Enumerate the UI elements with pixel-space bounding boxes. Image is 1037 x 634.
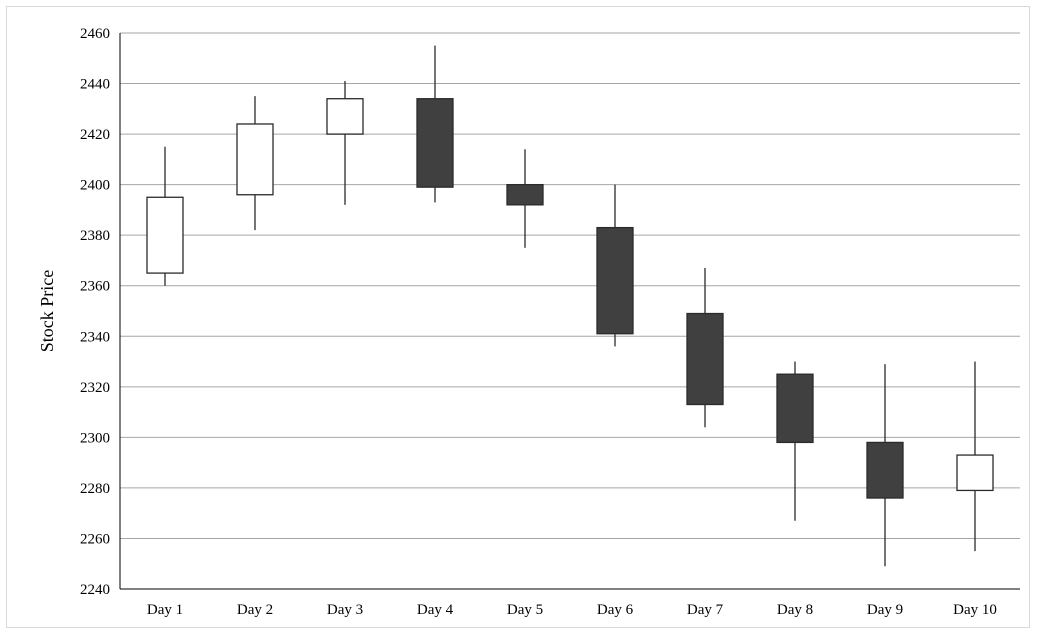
candles (146, 45, 994, 567)
candle-body-up (236, 123, 274, 196)
candle (776, 361, 814, 521)
x-tick-label: Day 9 (867, 602, 903, 618)
candle (146, 146, 184, 286)
candle-body-down (686, 312, 724, 406)
y-axis-title: Stock Price (37, 270, 57, 353)
candle (506, 149, 544, 248)
candle (866, 364, 904, 567)
y-tick-label: 2400 (80, 178, 110, 194)
x-tick-label: Day 4 (417, 602, 454, 618)
candle-body-down (416, 98, 454, 188)
x-tick-label: Day 2 (237, 602, 273, 618)
x-tick-label: Day 10 (953, 602, 997, 618)
x-tick-labels: Day 1 Day 2 Day 3 Day 4 Day 5 Day 6 Day 7 Day 8… (147, 602, 997, 618)
x-tick-label: Day 6 (597, 602, 634, 618)
candle (416, 45, 454, 203)
x-tick-label: Day 8 (777, 602, 813, 618)
x-tick-label: Day 7 (687, 602, 724, 618)
candle (686, 268, 724, 428)
candle-body-up (956, 454, 994, 492)
y-tick-labels: 2240 2260 2280 2300 2320 2340 2360 2380 2400 2420… (80, 26, 110, 598)
candle-body-down (776, 373, 814, 444)
candle-body-down (506, 183, 544, 206)
y-tick-label: 2360 (80, 279, 110, 295)
candle (596, 184, 634, 347)
y-tick-label: 2300 (80, 430, 110, 446)
y-tick-label: 2460 (80, 26, 110, 42)
candle (326, 81, 364, 205)
y-tick-label: 2420 (80, 127, 110, 143)
x-tick-label: Day 5 (507, 602, 543, 618)
y-tick-label: 2240 (80, 582, 110, 598)
y-tick-label: 2380 (80, 228, 110, 244)
x-tick-label: Day 1 (147, 602, 183, 618)
candle-body-up (146, 196, 184, 274)
candle-body-up (326, 98, 364, 135)
chart-frame (6, 6, 1030, 628)
candle (236, 96, 274, 231)
x-tick-label: Day 3 (327, 602, 363, 618)
y-tick-label: 2440 (80, 77, 110, 93)
candle (956, 361, 994, 552)
candle-body-down (866, 441, 904, 499)
y-tick-label: 2320 (80, 380, 110, 396)
axes (119, 33, 1020, 590)
candle-body-down (596, 226, 634, 335)
y-tick-label: 2260 (80, 531, 110, 547)
y-tick-label: 2280 (80, 481, 110, 497)
y-tick-label: 2340 (80, 329, 110, 345)
